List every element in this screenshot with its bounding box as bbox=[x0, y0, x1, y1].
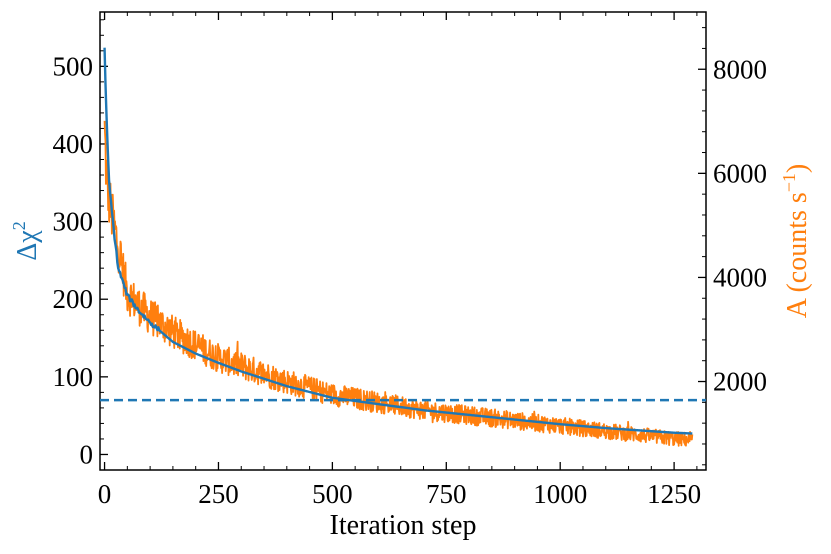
y-left-tick-label-400: 400 bbox=[53, 129, 94, 159]
x-tick-label-750: 750 bbox=[426, 479, 467, 509]
y-axis-label-right-base: A (counts s bbox=[782, 192, 813, 318]
x-tick-label-250: 250 bbox=[198, 479, 239, 509]
y-axis-label-right: A (counts s−1) bbox=[779, 164, 813, 318]
plot-frame bbox=[99, 11, 707, 471]
y-right-tick-label-8000: 8000 bbox=[713, 54, 767, 84]
y-left-tick-label-200: 200 bbox=[53, 284, 94, 314]
y-right-tick-label-6000: 6000 bbox=[713, 158, 767, 188]
y-axis-label-right-close: ) bbox=[782, 164, 813, 173]
series-layer bbox=[100, 47, 706, 447]
series-delta-chi2-line bbox=[103, 47, 693, 435]
y-left-tick-label-500: 500 bbox=[53, 51, 94, 81]
y-left-tick-label-300: 300 bbox=[53, 207, 94, 237]
y-right-tick-label-2000: 2000 bbox=[713, 367, 767, 397]
x-tick-label-1250: 1250 bbox=[647, 479, 701, 509]
y-left-tick-label-100: 100 bbox=[53, 362, 94, 392]
x-tick-label-1000: 1000 bbox=[533, 479, 587, 509]
y-axis-label-left-base: Δχ bbox=[12, 230, 43, 261]
x-tick-label-0: 0 bbox=[98, 479, 112, 509]
x-tick-label-500: 500 bbox=[312, 479, 353, 509]
y-axis-label-right-sup: −1 bbox=[779, 173, 799, 192]
y-left-tick-label-0: 0 bbox=[80, 439, 94, 469]
y-axis-label-left: Δχ2 bbox=[9, 221, 43, 260]
y-right-tick-label-4000: 4000 bbox=[713, 262, 767, 292]
x-axis-label: Iteration step bbox=[330, 510, 477, 541]
series-amplitude-line bbox=[103, 120, 694, 447]
y-axis-label-left-sup: 2 bbox=[9, 221, 29, 230]
tick-labels: 0 250 500 750 1000 1250 0 100 200 300 400 500 2000 40… bbox=[53, 51, 768, 509]
